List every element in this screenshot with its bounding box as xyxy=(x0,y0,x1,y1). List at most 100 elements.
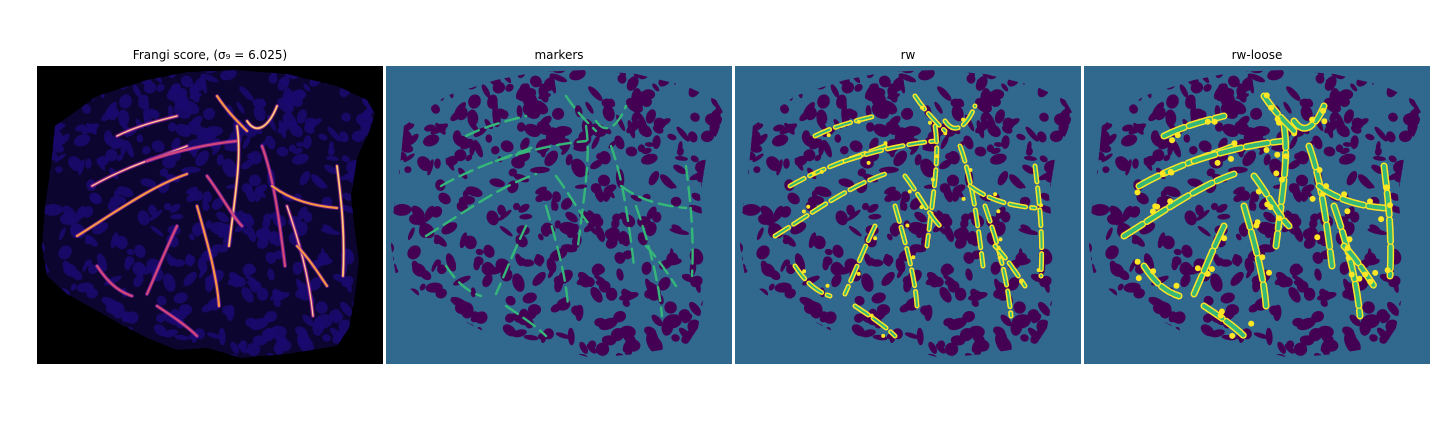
texture-blob xyxy=(760,260,769,273)
texture-blob xyxy=(824,248,833,256)
texture-blob xyxy=(994,221,1006,237)
texture-blob xyxy=(835,210,848,226)
texture-blob xyxy=(1369,334,1378,342)
texture-blob xyxy=(200,73,219,83)
texture-blob xyxy=(594,275,606,283)
texture-blob xyxy=(404,166,412,174)
texture-blob xyxy=(914,211,927,223)
texture-blob xyxy=(994,109,1005,124)
texture-blob xyxy=(916,327,924,346)
texture-blob xyxy=(1039,112,1049,122)
texture-blob xyxy=(857,168,866,177)
texture-blob xyxy=(1335,144,1344,153)
texture-blob xyxy=(689,171,706,181)
segment-speck xyxy=(856,119,861,124)
texture-blob xyxy=(105,102,118,117)
panel-markers xyxy=(386,66,732,364)
segment-speck xyxy=(968,168,973,172)
segment-speck xyxy=(931,177,935,182)
texture-blob xyxy=(276,146,289,157)
texture-blob xyxy=(318,133,328,141)
texture-blob xyxy=(296,109,307,124)
vessel-interior xyxy=(904,175,941,227)
texture-blob xyxy=(1040,192,1051,201)
texture-blob xyxy=(277,76,290,91)
texture-blob xyxy=(303,135,312,149)
texture-blob xyxy=(1001,135,1010,149)
texture-blob xyxy=(861,273,874,292)
texture-blob xyxy=(614,329,624,339)
segment-speck xyxy=(1320,107,1327,114)
texture-blob xyxy=(854,295,865,306)
texture-blob xyxy=(1195,204,1204,217)
texture-blob xyxy=(895,257,906,273)
vessel xyxy=(205,174,244,228)
texture-blob xyxy=(1288,183,1300,194)
texture-blob xyxy=(1203,313,1213,323)
texture-blob xyxy=(68,213,85,226)
texture-blob xyxy=(1200,324,1214,337)
texture-blob xyxy=(512,273,525,292)
texture-blob xyxy=(834,134,842,143)
texture-blob xyxy=(304,117,317,130)
segment-speck xyxy=(997,255,1002,260)
texture-blob xyxy=(420,269,432,281)
texture-blob xyxy=(60,213,74,225)
texture-blob xyxy=(309,277,322,291)
texture-blob xyxy=(820,311,830,323)
texture-blob xyxy=(1365,133,1375,141)
texture-blob xyxy=(88,123,98,133)
segment-speck xyxy=(1204,118,1211,125)
texture-blob xyxy=(1105,245,1119,260)
texture-blob xyxy=(549,73,568,83)
segment-speck xyxy=(1387,202,1393,209)
texture-blob xyxy=(265,135,276,150)
vessel-marker xyxy=(564,94,598,133)
texture-blob xyxy=(195,150,210,167)
segment-speck xyxy=(1152,203,1159,210)
texture-blob xyxy=(186,186,198,195)
segment-speck xyxy=(1283,153,1290,160)
texture-blob xyxy=(641,89,656,100)
texture-blob xyxy=(137,263,146,270)
texture-blob xyxy=(469,141,476,156)
texture-blob xyxy=(456,201,468,212)
texture-blob xyxy=(554,220,561,229)
texture-blob xyxy=(944,342,959,356)
texture-blob xyxy=(1252,277,1262,293)
texture-blob xyxy=(202,128,217,144)
texture-blob xyxy=(644,326,657,337)
texture-blob xyxy=(156,295,167,306)
vessel-marker xyxy=(444,264,483,298)
texture-blob xyxy=(861,202,870,211)
texture-blob xyxy=(741,203,761,216)
texture-blob xyxy=(485,134,493,143)
texture-blob xyxy=(622,336,636,353)
texture-blob xyxy=(934,277,944,287)
texture-blob xyxy=(1324,76,1337,91)
texture-blob xyxy=(409,213,423,225)
segment-speck xyxy=(1346,236,1353,243)
texture-blob xyxy=(1359,175,1375,189)
texture-blob xyxy=(966,74,976,84)
texture-blob xyxy=(1189,145,1198,155)
texture-blob xyxy=(190,83,200,96)
texture-blob xyxy=(248,174,262,187)
vessel xyxy=(260,144,287,268)
texture-blob xyxy=(303,83,311,92)
texture-blob xyxy=(1107,213,1121,225)
texture-blob xyxy=(691,192,702,201)
vessel-marker xyxy=(619,184,688,210)
vessel-marker xyxy=(544,204,570,308)
texture-blob xyxy=(618,232,626,245)
texture-blob xyxy=(1206,168,1215,177)
texture-blob xyxy=(814,154,822,162)
texture-blob xyxy=(523,334,539,341)
texture-blob xyxy=(1039,155,1048,163)
texture-blob xyxy=(783,234,796,247)
texture-blob xyxy=(75,205,86,219)
texture-blob xyxy=(434,234,447,247)
texture-blob xyxy=(674,155,688,161)
texture-blob xyxy=(690,155,699,163)
texture-blob xyxy=(549,75,557,94)
